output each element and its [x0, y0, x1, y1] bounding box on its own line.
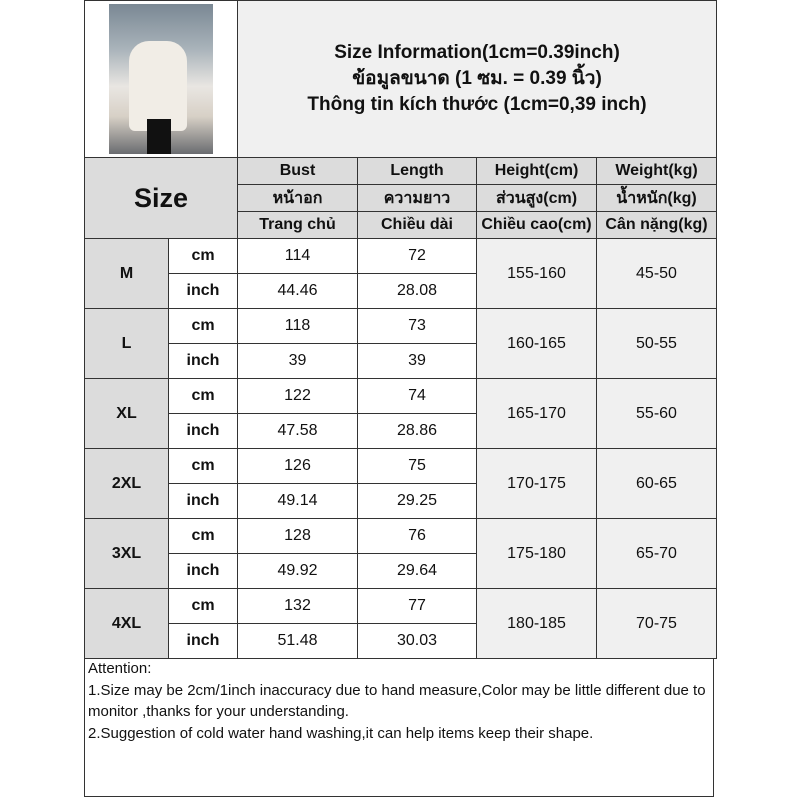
weight-range: 55-60: [596, 378, 717, 449]
table-row: 3XL cm 128 76 175-180 65-70: [84, 518, 717, 589]
unit-cm: cm: [168, 378, 238, 414]
length-cm: 74: [357, 378, 477, 414]
unit-inch: inch: [168, 553, 238, 589]
length-cm: 75: [357, 448, 477, 484]
title-vietnamese: Thông tin kích thước (1cm=0,39 inch): [307, 94, 647, 115]
bust-inch: 47.58: [237, 413, 358, 449]
height-range: 170-175: [476, 448, 597, 519]
weight-range: 50-55: [596, 308, 717, 379]
height-range: 175-180: [476, 518, 597, 589]
bust-inch: 49.92: [237, 553, 358, 589]
col-weight-vi: Cân nặng(kg): [596, 211, 717, 239]
length-cm: 73: [357, 308, 477, 344]
unit-cm: cm: [168, 448, 238, 484]
attention-line-2: 2.Suggestion of cold water hand washing,…: [88, 724, 594, 742]
title-thai: ข้อมูลขนาด (1 ซม. = 0.39 นิ้ว): [352, 68, 602, 89]
bust-cm: 126: [237, 448, 358, 484]
table-row: 4XL cm 132 77 180-185 70-75: [84, 588, 717, 659]
length-inch: 28.08: [357, 273, 477, 309]
col-height-th: ส่วนสูง(cm): [476, 184, 597, 212]
height-range: 155-160: [476, 238, 597, 309]
size-label: 3XL: [84, 518, 169, 589]
col-length-en: Length: [357, 157, 477, 185]
bust-cm: 118: [237, 308, 358, 344]
weight-range: 60-65: [596, 448, 717, 519]
length-inch: 30.03: [357, 623, 477, 659]
bust-inch: 39: [237, 343, 358, 379]
unit-cm: cm: [168, 238, 238, 274]
col-weight-th: น้ำหนัก(kg): [596, 184, 717, 212]
weight-range: 70-75: [596, 588, 717, 659]
size-label: XL: [84, 378, 169, 449]
product-photo: [84, 0, 238, 158]
col-length-vi: Chiều dài: [357, 211, 477, 239]
length-cm: 72: [357, 238, 477, 274]
table-row: inch 49.92 29.64: [85, 553, 717, 589]
unit-inch: inch: [168, 273, 238, 309]
bust-cm: 114: [237, 238, 358, 274]
size-label: 4XL: [84, 588, 169, 659]
attention-heading: Attention:: [88, 660, 152, 677]
height-range: 160-165: [476, 308, 597, 379]
height-range: 165-170: [476, 378, 597, 449]
attention-note: Attention: 1.Size may be 2cm/1inch inacc…: [84, 658, 714, 797]
size-label: M: [84, 238, 169, 309]
size-info-title: Size Information(1cm=0.39inch) ข้อมูลขนา…: [237, 0, 717, 158]
length-cm: 77: [357, 588, 477, 624]
height-range: 180-185: [476, 588, 597, 659]
length-inch: 28.86: [357, 413, 477, 449]
unit-cm: cm: [168, 518, 238, 554]
col-bust-th: หน้าอก: [237, 184, 358, 212]
weight-range: 45-50: [596, 238, 717, 309]
table-row: inch 39 39: [85, 343, 717, 379]
col-bust-en: Bust: [237, 157, 358, 185]
size-header: Size: [84, 157, 238, 239]
length-inch: 29.64: [357, 553, 477, 589]
table-row: inch 49.14 29.25: [85, 483, 717, 519]
col-height-en: Height(cm): [476, 157, 597, 185]
bust-inch: 44.46: [237, 273, 358, 309]
table-row: XL cm 122 74 165-170 55-60: [84, 378, 717, 449]
size-chart: Size Information(1cm=0.39inch) ข้อมูลขนา…: [84, 0, 717, 659]
col-bust-vi: Trang chủ: [237, 211, 358, 239]
table-row: 2XL cm 126 75 170-175 60-65: [84, 448, 717, 519]
bust-inch: 49.14: [237, 483, 358, 519]
unit-inch: inch: [168, 413, 238, 449]
title-english: Size Information(1cm=0.39inch): [334, 42, 620, 63]
weight-range: 65-70: [596, 518, 717, 589]
attention-line-1: 1.Size may be 2cm/1inch inaccuracy due t…: [88, 681, 706, 721]
table-row: inch 51.48 30.03: [85, 623, 717, 659]
bust-cm: 128: [237, 518, 358, 554]
unit-cm: cm: [168, 308, 238, 344]
unit-cm: cm: [168, 588, 238, 624]
col-weight-en: Weight(kg): [596, 157, 717, 185]
unit-inch: inch: [168, 343, 238, 379]
col-height-vi: Chiều cao(cm): [476, 211, 597, 239]
length-inch: 39: [357, 343, 477, 379]
size-label: L: [84, 308, 169, 379]
length-cm: 76: [357, 518, 477, 554]
length-inch: 29.25: [357, 483, 477, 519]
bust-cm: 122: [237, 378, 358, 414]
unit-inch: inch: [168, 483, 238, 519]
unit-inch: inch: [168, 623, 238, 659]
col-length-th: ความยาว: [357, 184, 477, 212]
size-table: Size Information(1cm=0.39inch) ข้อมูลขนา…: [84, 0, 717, 659]
bust-inch: 51.48: [237, 623, 358, 659]
table-row: inch 47.58 28.86: [85, 413, 717, 449]
table-row: inch 44.46 28.08: [85, 273, 717, 309]
size-label: 2XL: [84, 448, 169, 519]
bust-cm: 132: [237, 588, 358, 624]
